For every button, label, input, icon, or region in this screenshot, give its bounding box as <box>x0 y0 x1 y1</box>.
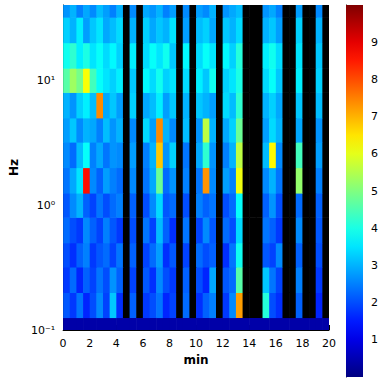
svg-text:6: 6 <box>139 337 146 350</box>
svg-text:16: 16 <box>269 337 283 350</box>
svg-text:0: 0 <box>60 337 67 350</box>
svg-text:10⁻¹: 10⁻¹ <box>31 324 55 337</box>
svg-text:10⁰: 10⁰ <box>37 199 56 212</box>
svg-text:2: 2 <box>86 337 93 350</box>
svg-text:10: 10 <box>189 337 203 350</box>
svg-text:7: 7 <box>371 110 378 123</box>
svg-text:6: 6 <box>371 147 378 160</box>
svg-text:Hz: Hz <box>7 159 21 176</box>
svg-text:20: 20 <box>322 337 336 350</box>
svg-text:18: 18 <box>295 337 309 350</box>
svg-text:4: 4 <box>371 222 378 235</box>
svg-text:5: 5 <box>371 185 378 198</box>
svg-text:min: min <box>183 353 208 367</box>
svg-text:10¹: 10¹ <box>37 74 55 87</box>
svg-text:14: 14 <box>242 337 256 350</box>
svg-text:1: 1 <box>371 333 378 346</box>
svg-text:2: 2 <box>371 296 378 309</box>
svg-text:4: 4 <box>113 337 120 350</box>
svg-text:8: 8 <box>166 337 173 350</box>
svg-text:8: 8 <box>371 73 378 86</box>
svg-text:9: 9 <box>371 36 378 49</box>
svg-text:3: 3 <box>371 259 378 272</box>
svg-text:12: 12 <box>216 337 230 350</box>
